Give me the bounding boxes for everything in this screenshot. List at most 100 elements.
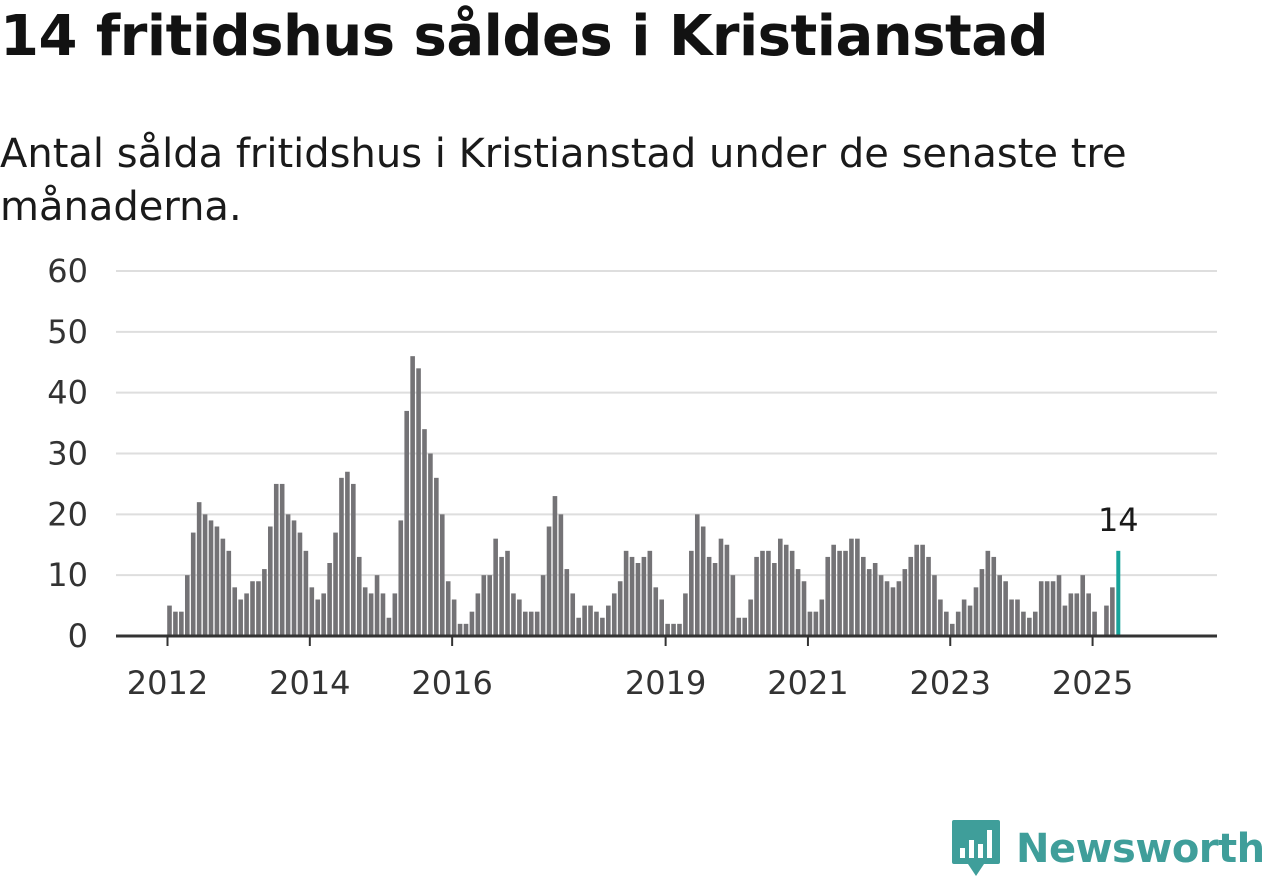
bar xyxy=(938,599,943,636)
bar xyxy=(380,593,386,636)
bar xyxy=(279,483,285,636)
y-tick-label: 50 xyxy=(47,313,88,351)
bar xyxy=(694,514,700,636)
bar xyxy=(1038,581,1044,636)
y-tick-label: 20 xyxy=(47,495,88,533)
bar xyxy=(831,544,836,636)
bar xyxy=(1056,575,1062,636)
bar xyxy=(926,556,931,636)
bar xyxy=(345,471,350,636)
bar xyxy=(404,410,409,636)
latest-value-label: 14 xyxy=(1098,501,1139,539)
bar xyxy=(416,368,421,636)
bar xyxy=(819,599,825,636)
x-tick-label: 2016 xyxy=(411,664,492,702)
bar xyxy=(315,599,321,636)
bar xyxy=(262,569,267,636)
bar xyxy=(226,550,232,636)
bar xyxy=(428,453,433,636)
bar xyxy=(321,593,326,636)
bar xyxy=(475,593,481,636)
bar xyxy=(1104,605,1109,636)
bar xyxy=(291,520,297,636)
bar xyxy=(481,575,487,636)
bar xyxy=(528,611,534,636)
bar xyxy=(582,605,587,636)
bar xyxy=(653,587,659,636)
bar xyxy=(505,550,510,636)
bar xyxy=(356,556,362,636)
bar xyxy=(588,605,593,636)
bar xyxy=(493,538,498,636)
bar xyxy=(748,599,753,636)
bar xyxy=(173,611,178,636)
x-tick-label: 2012 xyxy=(127,664,208,702)
bar xyxy=(238,599,243,636)
bar xyxy=(1092,611,1097,636)
bar xyxy=(689,550,694,636)
x-tick-label: 2025 xyxy=(1052,664,1133,702)
bar xyxy=(202,514,208,636)
bar xyxy=(837,550,842,636)
bar xyxy=(1021,611,1026,636)
bar xyxy=(1074,593,1080,636)
bar xyxy=(849,538,854,636)
bar xyxy=(184,575,190,636)
bar xyxy=(1062,605,1068,636)
y-tick-label: 10 xyxy=(47,556,88,594)
bar xyxy=(327,563,332,636)
bar xyxy=(754,556,759,636)
bar xyxy=(724,544,730,636)
y-tick-label: 30 xyxy=(47,435,88,473)
bar xyxy=(932,575,937,636)
bar xyxy=(920,544,925,636)
bar xyxy=(1110,587,1115,636)
bar xyxy=(944,611,949,636)
x-axis-ticks: 2012 2014 2016 2019 2021 2023 2025 xyxy=(127,636,1133,702)
bar xyxy=(890,587,896,636)
bar xyxy=(855,538,860,636)
bar xyxy=(190,532,196,636)
bar xyxy=(979,569,985,636)
x-tick-label: 2023 xyxy=(910,664,991,702)
bar xyxy=(309,587,315,636)
bar xyxy=(967,605,973,636)
bar xyxy=(511,593,516,636)
bar xyxy=(795,569,801,636)
bar xyxy=(268,526,273,636)
bar xyxy=(1015,599,1020,636)
bar xyxy=(623,550,629,636)
bar xyxy=(244,593,249,636)
bar xyxy=(463,623,469,636)
bar xyxy=(896,581,902,636)
bar xyxy=(179,611,184,636)
bar xyxy=(333,532,338,636)
y-tick-label: 40 xyxy=(47,374,88,412)
x-tick-label: 2014 xyxy=(269,664,350,702)
bar xyxy=(914,544,919,636)
y-tick-label: 0 xyxy=(68,617,88,655)
bar xyxy=(523,611,528,636)
bar xyxy=(546,526,552,636)
bar xyxy=(783,544,789,636)
bar xyxy=(451,599,457,636)
bar xyxy=(985,550,991,636)
bar xyxy=(1068,593,1074,636)
bar xyxy=(884,581,890,636)
bar xyxy=(256,581,261,636)
bar xyxy=(677,623,682,636)
bar xyxy=(445,581,451,636)
bar xyxy=(706,556,712,636)
bar xyxy=(600,617,605,636)
bar xyxy=(232,587,238,636)
bar xyxy=(534,611,540,636)
bar xyxy=(1050,581,1056,636)
bar xyxy=(766,550,771,636)
bar xyxy=(825,556,831,636)
bar xyxy=(991,556,997,636)
bar xyxy=(273,483,279,636)
bar xyxy=(564,569,570,636)
bar xyxy=(997,575,1002,636)
bar xyxy=(398,520,404,636)
